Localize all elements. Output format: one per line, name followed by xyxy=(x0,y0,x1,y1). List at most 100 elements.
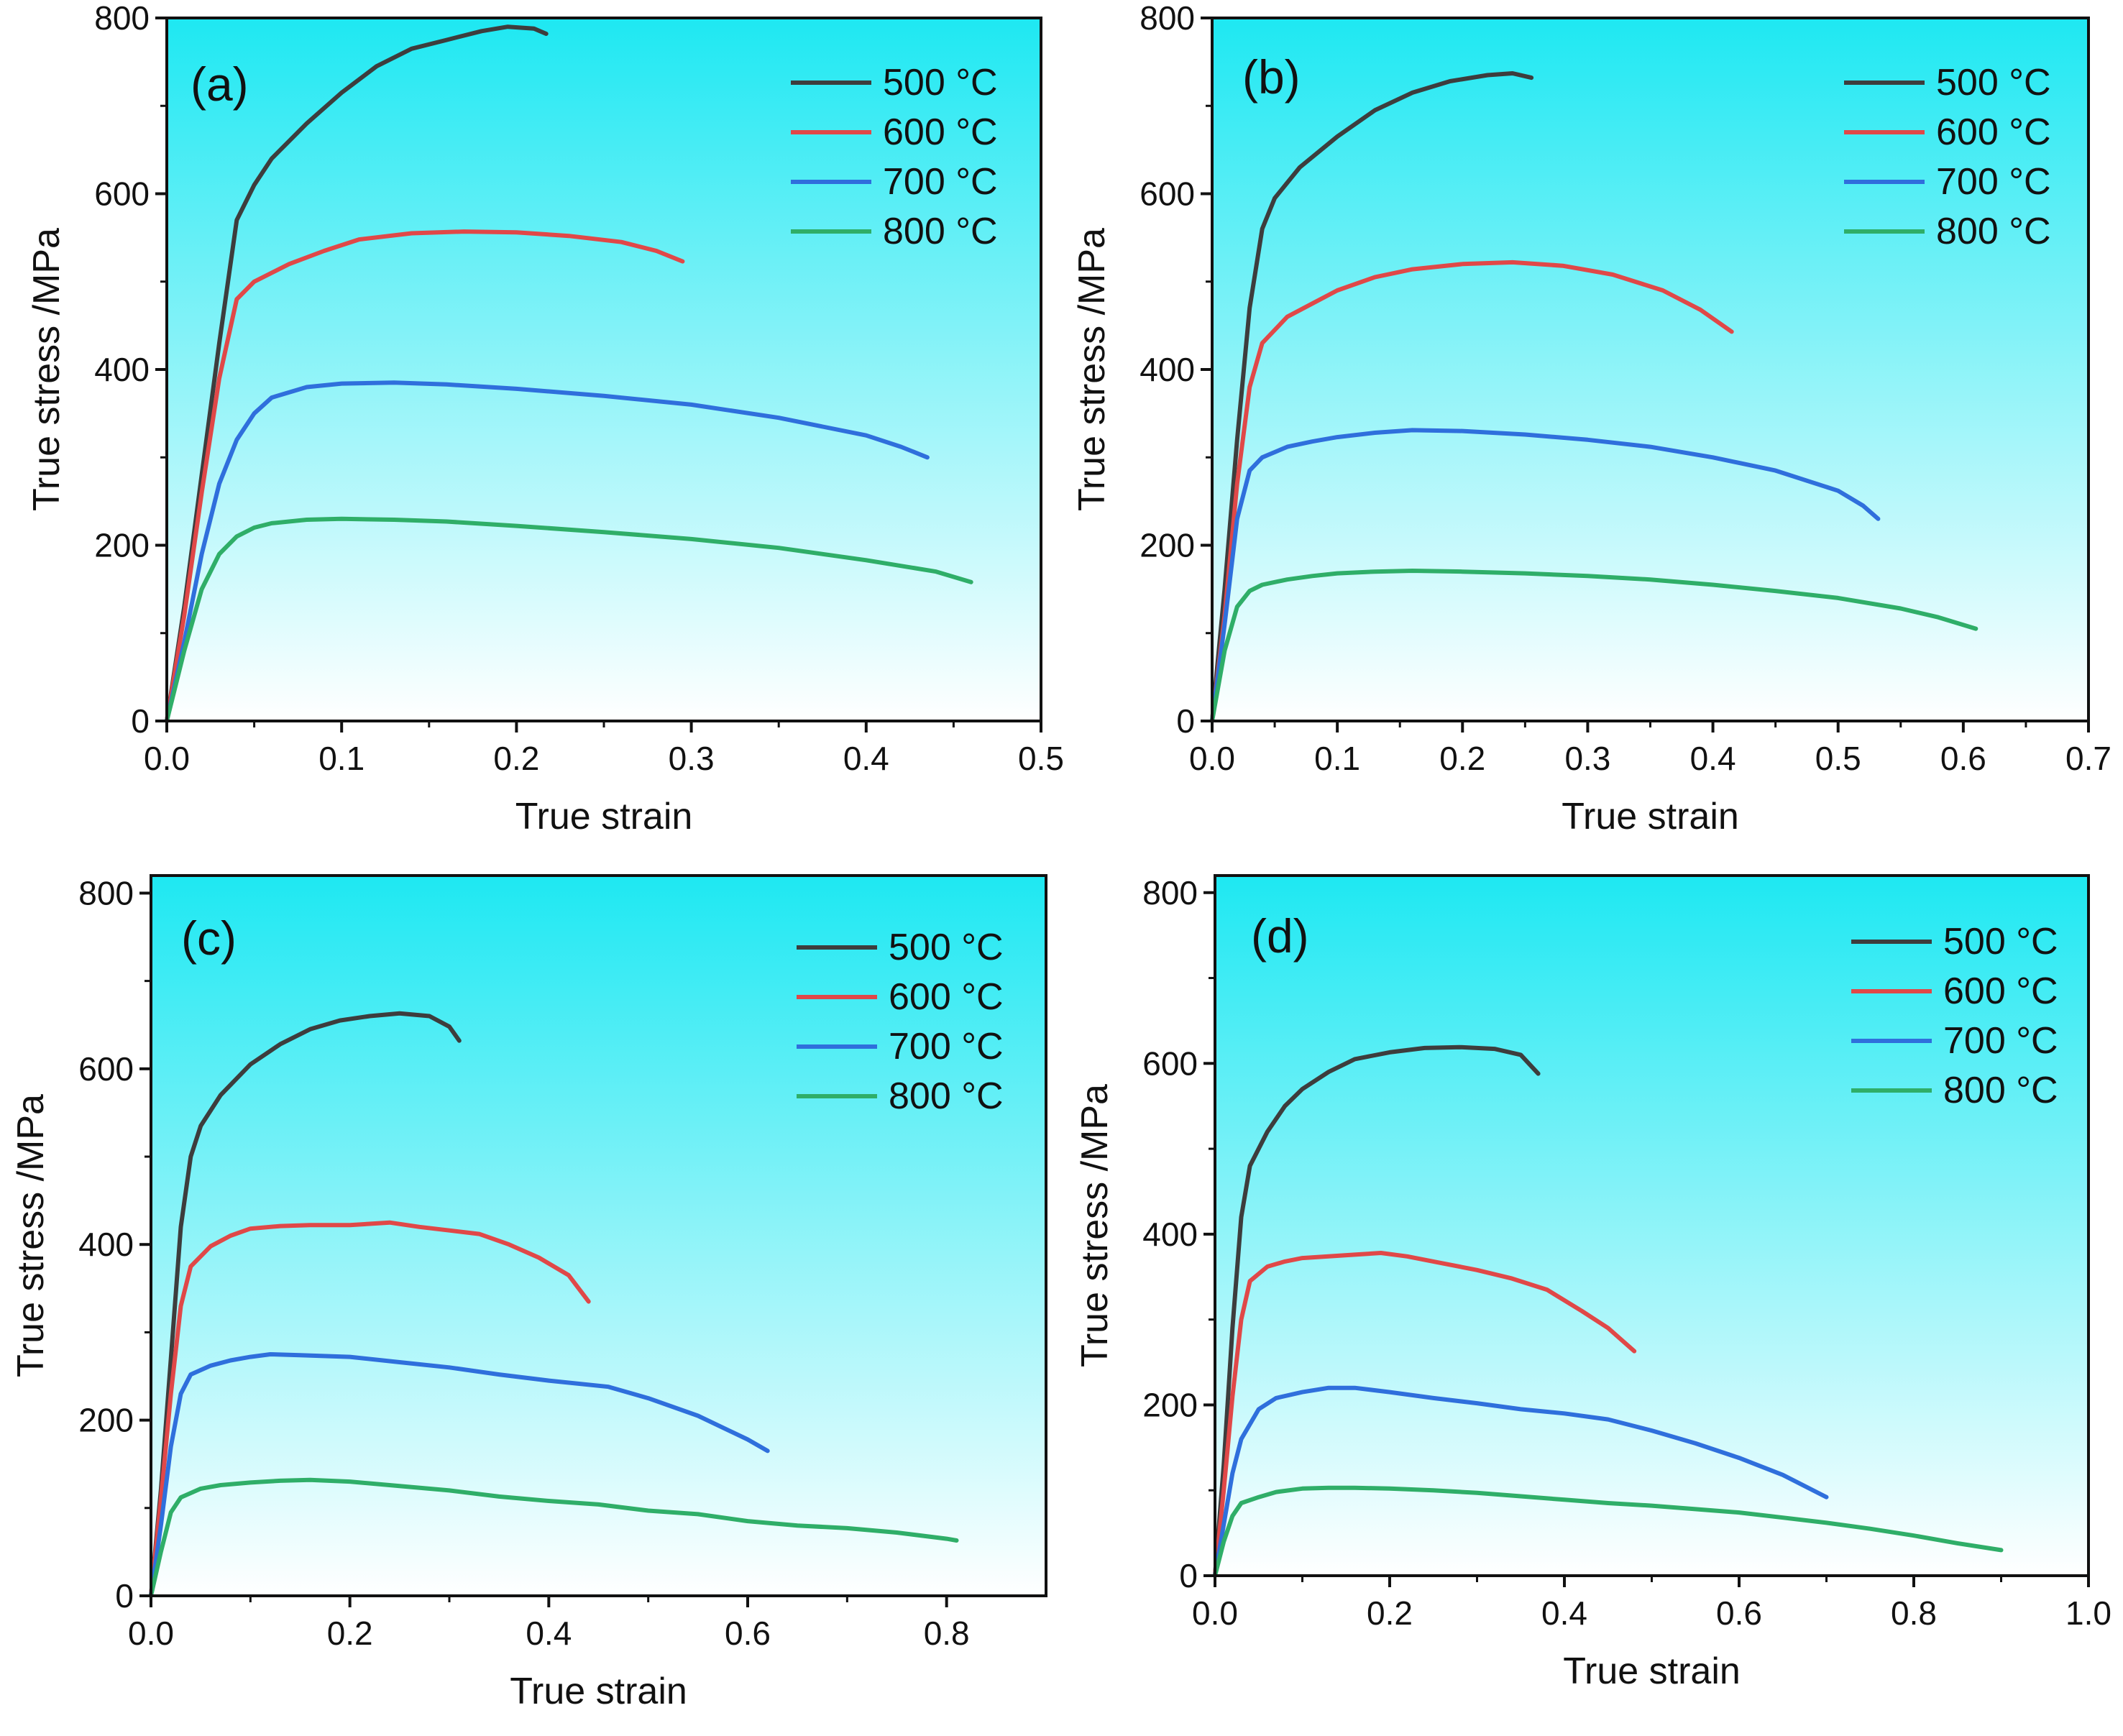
series-line-600c xyxy=(165,229,685,723)
x-tick-label: 0.4 xyxy=(1541,1594,1587,1632)
x-tick-label: 0.2 xyxy=(493,740,539,777)
series-line-600c xyxy=(1210,260,1734,723)
x-axis-label: True strain xyxy=(510,1671,687,1712)
x-tick-label: 0.4 xyxy=(843,740,889,777)
panel-a: 0.0 0.1 0.2 0.3 0.4 0.5 0 200 400 600 800 True stra… xyxy=(26,0,1064,837)
y-tick-label: 800 xyxy=(94,0,150,37)
x-axis-label: True strain xyxy=(515,796,693,837)
x-tick-label: 0.4 xyxy=(526,1615,572,1652)
y-tick-label: 600 xyxy=(78,1050,134,1088)
y-tick-label: 400 xyxy=(94,351,150,388)
x-tick-label: 0.4 xyxy=(1690,740,1736,777)
legend-label: 800 °C xyxy=(1943,1070,2058,1111)
series-line-500c xyxy=(1213,1044,1541,1578)
x-tick-label: 0.3 xyxy=(669,740,715,777)
y-tick-label: 600 xyxy=(1140,175,1195,213)
series-line-700c xyxy=(165,380,930,723)
y-tick-label: 600 xyxy=(94,175,150,213)
plot-background xyxy=(167,18,1041,721)
legend-label: 700 °C xyxy=(889,1026,1004,1067)
series-line-600c xyxy=(1213,1251,1637,1578)
y-axis-label: True stress /MPa xyxy=(1074,1084,1116,1367)
panel-tag: (b) xyxy=(1242,50,1301,104)
x-tick-label: 0.0 xyxy=(1189,740,1235,777)
plot-background xyxy=(1215,876,2088,1576)
x-tick-label: 0.8 xyxy=(1891,1594,1937,1632)
legend: 500 °C 600 °C 700 °C 800 °C xyxy=(797,927,1004,1117)
x-axis-label: True strain xyxy=(1563,1650,1741,1692)
series-line-800c xyxy=(1213,1485,2004,1578)
y-axis-label: True stress /MPa xyxy=(26,228,68,511)
series-line-700c xyxy=(1213,1385,1829,1578)
legend-label: 700 °C xyxy=(1936,161,2051,203)
y-tick-label: 800 xyxy=(1140,0,1195,37)
x-axis-label: True strain xyxy=(1562,796,1739,837)
x-tick-label: 0.2 xyxy=(1367,1594,1413,1632)
legend-label: 600 °C xyxy=(889,976,1004,1018)
plot-background xyxy=(1212,18,2088,721)
x-tick-label: 0.5 xyxy=(1815,740,1861,777)
series-line-800c xyxy=(149,1477,959,1598)
x-tick-label: 0.0 xyxy=(1192,1594,1238,1632)
panel-tag: (d) xyxy=(1251,909,1309,963)
legend: 500 °C 600 °C 700 °C 800 °C xyxy=(791,62,998,252)
legend-label: 500 °C xyxy=(1936,62,2051,104)
panel-tag: (c) xyxy=(181,911,237,965)
x-tick-label: 0.1 xyxy=(1314,740,1360,777)
y-tick-label: 0 xyxy=(1179,1557,1198,1594)
series-line-500c xyxy=(165,24,549,723)
y-tick-label: 400 xyxy=(1140,351,1195,388)
x-tick-label: 0.6 xyxy=(1940,740,1986,777)
y-tick-label: 200 xyxy=(1142,1386,1198,1423)
x-tick-label: 0.3 xyxy=(1564,740,1610,777)
panel-tag: (a) xyxy=(191,58,249,111)
plot-background xyxy=(151,876,1046,1596)
y-tick-label: 0 xyxy=(1176,702,1195,740)
x-tick-label: 0.5 xyxy=(1018,740,1064,777)
panel-d: 0.0 0.2 0.4 0.6 0.8 1.0 0 200 400 600 800 True stra… xyxy=(1074,874,2111,1692)
y-tick-label: 800 xyxy=(78,874,134,911)
y-axis-label: True stress /MPa xyxy=(1071,228,1113,511)
series-line-700c xyxy=(149,1352,770,1598)
legend-label: 600 °C xyxy=(1936,111,2051,153)
series-line-600c xyxy=(149,1220,591,1598)
legend-label: 700 °C xyxy=(883,161,998,203)
series-line-700c xyxy=(1210,428,1881,723)
series-line-500c xyxy=(1210,71,1534,723)
y-axis-label: True stress /MPa xyxy=(10,1094,52,1377)
y-tick-label: 600 xyxy=(1142,1044,1198,1082)
legend-label: 500 °C xyxy=(889,927,1004,968)
legend-label: 700 °C xyxy=(1943,1020,2058,1062)
y-tick-label: 400 xyxy=(1142,1216,1198,1253)
y-tick-label: 0 xyxy=(115,1577,134,1615)
legend-label: 500 °C xyxy=(883,62,998,104)
x-tick-label: 0.2 xyxy=(327,1615,373,1652)
x-tick-label: 0.6 xyxy=(725,1615,771,1652)
legend-label: 800 °C xyxy=(889,1075,1004,1117)
series-line-800c xyxy=(165,516,973,723)
x-tick-label: 0.1 xyxy=(318,740,364,777)
x-tick-label: 0.8 xyxy=(924,1615,970,1652)
y-tick-label: 400 xyxy=(78,1226,134,1263)
legend-label: 800 °C xyxy=(883,211,998,252)
panel-b: 0.0 0.1 0.2 0.3 0.4 0.5 0.6 0.7 0 200 400 600 800 Tru… xyxy=(1071,0,2111,837)
x-tick-label: 0.2 xyxy=(1439,740,1485,777)
plot-frame xyxy=(150,874,1047,1597)
x-tick-label: 0.0 xyxy=(128,1615,174,1652)
y-tick-label: 200 xyxy=(1140,527,1195,564)
y-tick-label: 200 xyxy=(94,527,150,564)
series-line-500c xyxy=(149,1011,462,1598)
x-tick-label: 0.7 xyxy=(2065,740,2111,777)
legend-label: 800 °C xyxy=(1936,211,2051,252)
y-tick-label: 800 xyxy=(1142,874,1198,911)
legend-label: 600 °C xyxy=(883,111,998,153)
y-tick-label: 200 xyxy=(78,1402,134,1439)
legend-label: 500 °C xyxy=(1943,921,2058,963)
y-tick-label: 0 xyxy=(131,702,150,740)
panel-c: 0.0 0.2 0.4 0.6 0.8 0 200 400 600 800 True strain T… xyxy=(10,874,1047,1712)
series-line-800c xyxy=(1210,569,1978,723)
legend: 500 °C 600 °C 700 °C 800 °C xyxy=(1851,921,2058,1111)
x-tick-label: 0.6 xyxy=(1716,1594,1762,1632)
legend-label: 600 °C xyxy=(1943,970,2058,1012)
